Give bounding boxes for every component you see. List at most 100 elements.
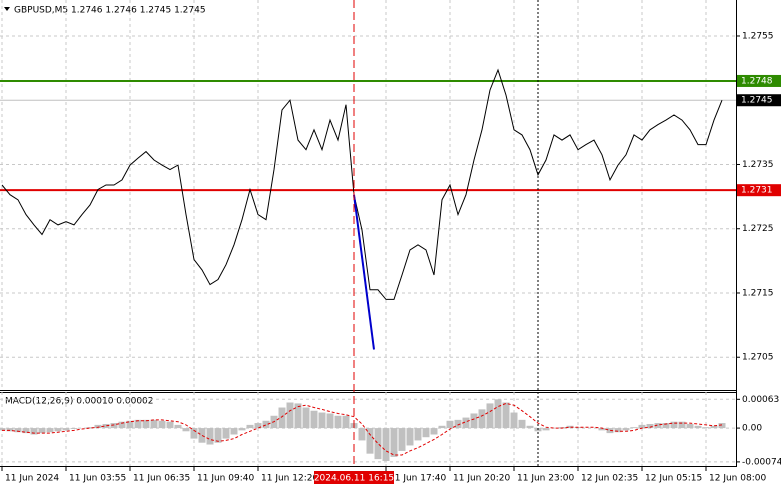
trend-line <box>353 194 375 350</box>
histogram-bar <box>62 428 70 431</box>
histogram-bar <box>542 428 550 431</box>
histogram-bar <box>374 428 382 460</box>
histogram-bar <box>38 428 46 434</box>
y-tick-label: 1.2715 <box>742 288 774 298</box>
histogram-bar <box>398 428 406 451</box>
histogram-bar <box>86 427 94 429</box>
histogram-bar <box>230 428 238 435</box>
histogram-bar <box>294 403 302 429</box>
x-tick-label: 11 Jun 20:20 <box>453 474 510 484</box>
histogram-bar <box>222 428 230 439</box>
histogram-bar <box>262 420 270 429</box>
price-line <box>2 402 723 456</box>
level-label: 1.2731 <box>741 186 773 196</box>
histogram-bar <box>382 428 390 461</box>
histogram-bar <box>174 424 182 429</box>
histogram-bar <box>446 420 454 429</box>
histogram-bar <box>54 428 62 432</box>
histogram-bar <box>622 428 630 431</box>
histogram-bar <box>118 421 126 429</box>
level-label-box <box>737 74 781 87</box>
y-tick-label: 0.00063 <box>742 395 779 405</box>
histogram-bar <box>478 409 486 429</box>
histogram-bar <box>102 423 110 429</box>
histogram-bar <box>334 415 342 429</box>
histogram-bar <box>678 421 686 429</box>
histogram-bar <box>670 421 678 429</box>
histogram-bar <box>22 428 30 434</box>
histogram-bar <box>454 419 462 429</box>
level-label-box <box>737 184 781 197</box>
y-tick-label: 1.2735 <box>742 160 774 170</box>
histogram-bar <box>46 428 54 433</box>
histogram-bar <box>214 428 222 443</box>
histogram-bar <box>310 410 318 429</box>
histogram-bar <box>598 428 606 431</box>
crosshair-label-box <box>314 471 394 484</box>
x-tick-label: 11 Jun 03:55 <box>69 474 126 484</box>
histogram-bar <box>718 423 726 429</box>
crosshair-label: 2024.06.11 16:15 <box>314 474 394 484</box>
level-label-box <box>737 94 781 107</box>
histogram-bar <box>110 423 118 429</box>
histogram-bar <box>510 412 518 429</box>
histogram-bar <box>206 428 214 445</box>
histogram-bar <box>70 428 78 429</box>
histogram-bar <box>694 425 702 429</box>
histogram-bar <box>526 425 534 429</box>
histogram-bar <box>166 421 174 429</box>
x-tick-label: 11 Jun 17:40 <box>389 474 446 484</box>
histogram-bar <box>518 419 526 429</box>
histogram-bar <box>302 407 310 429</box>
histogram-bar <box>94 424 102 429</box>
menu-icon <box>4 7 10 11</box>
histogram-bar <box>486 403 494 429</box>
x-tick-label: 11 Jun 23:00 <box>517 474 574 484</box>
histogram-bar <box>422 428 430 438</box>
histogram-bar <box>390 428 398 457</box>
histogram-bar <box>134 419 142 429</box>
histogram-bar <box>502 402 510 429</box>
y-tick-label: 1.2705 <box>742 353 774 363</box>
histogram-bar <box>462 417 470 429</box>
histogram-bar <box>6 428 14 432</box>
histogram-bar <box>318 412 326 429</box>
histogram-bar <box>494 399 502 429</box>
x-tick-label: 12 Jun 02:35 <box>581 474 638 484</box>
histogram-bar <box>366 428 374 454</box>
histogram-bar <box>414 428 422 441</box>
histogram-bar <box>182 428 190 432</box>
histogram-bar <box>278 407 286 429</box>
histogram-bar <box>358 428 366 441</box>
histogram-bar <box>470 413 478 429</box>
histogram-bar <box>238 428 246 431</box>
histogram-bar <box>158 420 166 429</box>
indicator-title: MACD(12,26,9) 0.00010 0.00002 <box>5 397 154 407</box>
histogram-bar <box>150 419 158 429</box>
histogram-bar <box>14 428 22 433</box>
x-tick-label: 11 Jun 12:20 <box>261 474 318 484</box>
histogram-bar <box>630 427 638 429</box>
x-tick-label: 11 Jun 09:40 <box>197 474 254 484</box>
y-tick-label: 0.00 <box>742 424 762 434</box>
histogram-bar <box>30 428 38 435</box>
histogram-bar <box>406 428 414 446</box>
x-tick-label: 12 Jun 05:15 <box>645 474 702 484</box>
histogram-bar <box>126 420 134 429</box>
histogram-bar <box>606 428 614 434</box>
y-tick-label: 1.2755 <box>742 31 774 41</box>
histogram-bar <box>254 423 262 429</box>
histogram-bar <box>438 425 446 429</box>
histogram-bar <box>566 425 574 429</box>
histogram-bar <box>246 424 254 429</box>
histogram-bar <box>326 413 334 429</box>
histogram-bar <box>190 428 198 439</box>
x-tick-label: 11 Jun 06:35 <box>133 474 190 484</box>
histogram-bar <box>638 424 646 429</box>
histogram-bar <box>654 423 662 429</box>
histogram-bar <box>662 423 670 429</box>
level-label: 1.2748 <box>741 76 773 86</box>
histogram-bar <box>614 428 622 433</box>
